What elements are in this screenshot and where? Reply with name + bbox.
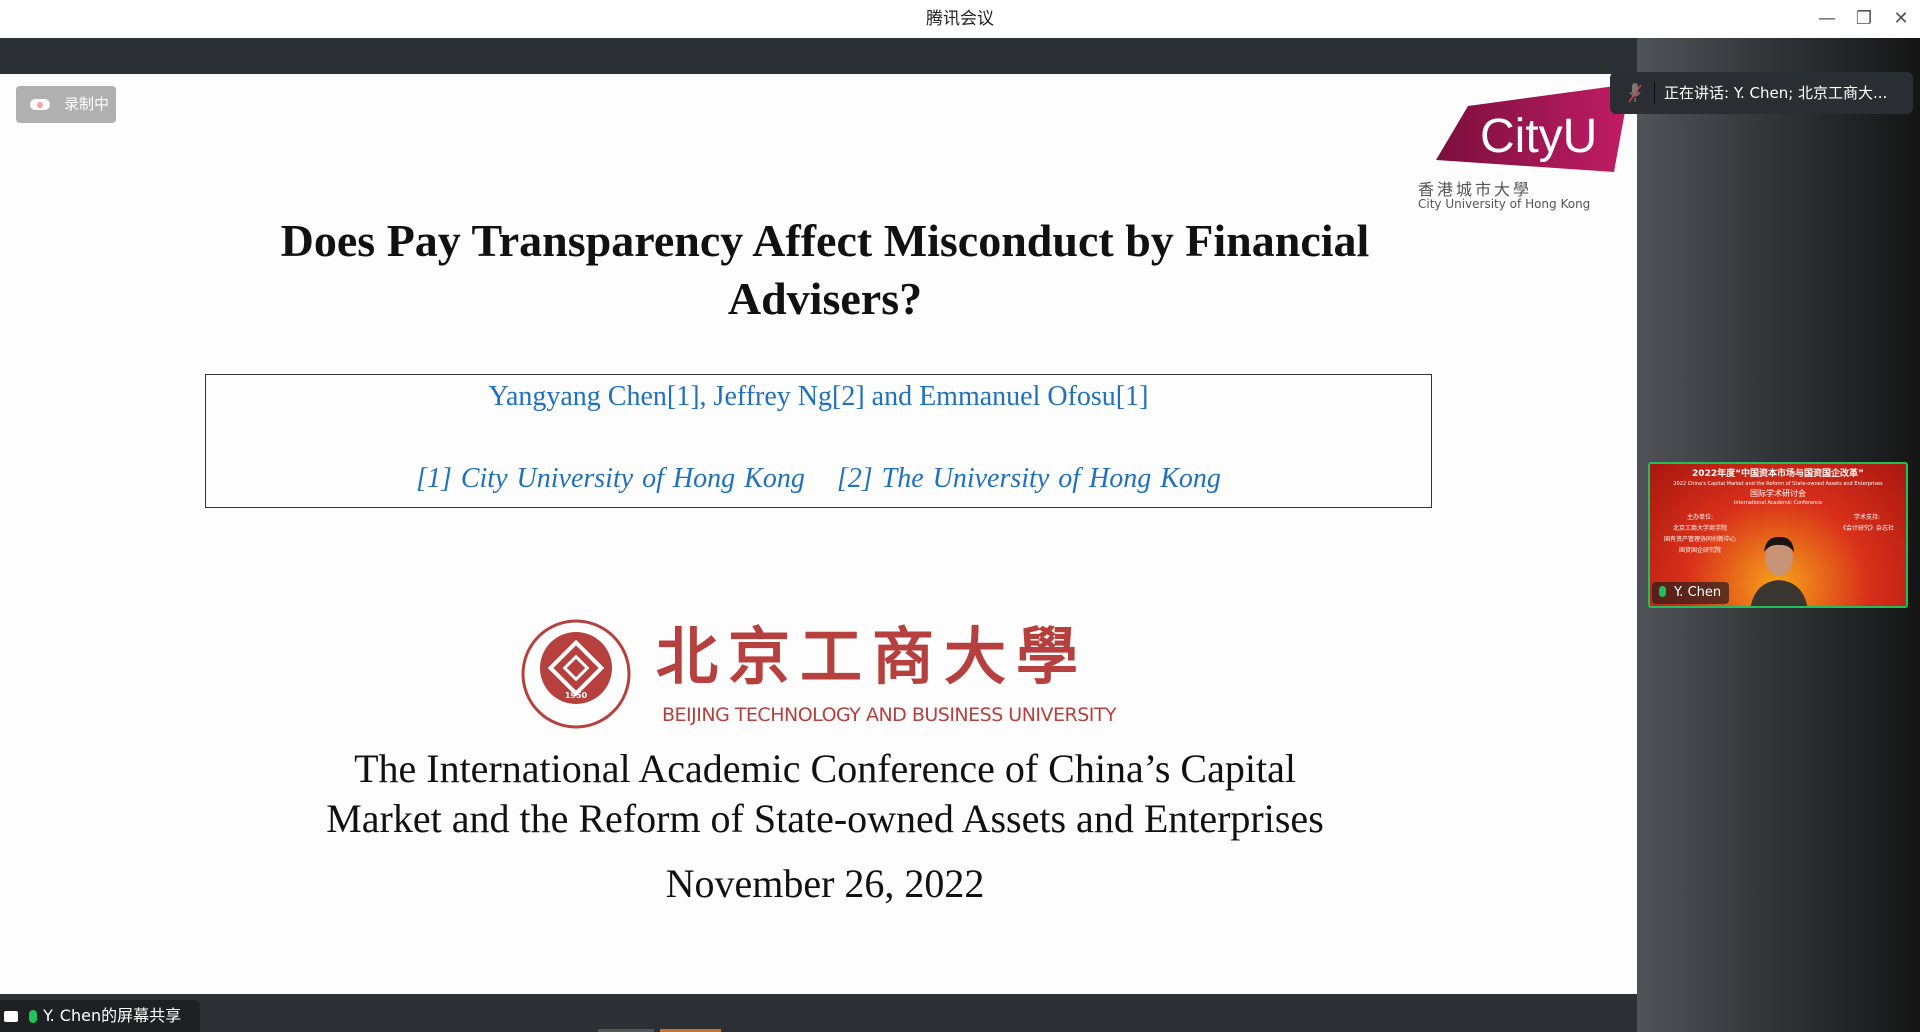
top-strip (0, 38, 1637, 74)
video-bg-text: 2022 China's Capital Market and the Refo… (1673, 481, 1883, 487)
author-box: Yangyang Chen[1], Jeffrey Ng[2] and Emma… (205, 374, 1432, 508)
conference-line: Market and the Reform of State-owned Ass… (326, 796, 1324, 841)
video-bg-support: 学术支持: 《会计研究》杂志社 (1840, 512, 1894, 534)
authors: Yangyang Chen[1], Jeffrey Ng[2] and Emma… (488, 381, 1149, 412)
video-bg-text: 学术支持: (1853, 514, 1880, 521)
video-bg-text: 北京工商大学商学院 (1673, 525, 1728, 532)
conference-line: The International Academic Conference of… (354, 746, 1296, 791)
shared-slide: 录制中 CityU 香港城市大學 City University of Hong… (0, 74, 1637, 994)
participant-video-tile[interactable]: 2022年度“中国资本市场与国资国企改革” 2022 China's Capit… (1648, 462, 1908, 608)
cloud-record-icon (30, 99, 50, 110)
affiliations: [1] City University of Hong Kong [2] The … (206, 463, 1431, 495)
divider (1654, 82, 1655, 104)
mic-muted-icon (1628, 83, 1642, 103)
btbu-seal: 1950 (521, 619, 631, 729)
mic-icon (29, 1010, 38, 1023)
affiliation: [1] City University of Hong Kong (416, 463, 805, 494)
affiliation: [2] The University of Hong Kong (836, 463, 1221, 494)
btbu-name-cn: 北京工商大學 (656, 620, 1089, 693)
video-bg-text: 主办单位: (1686, 514, 1714, 521)
page-indicator-active (660, 1029, 721, 1032)
seal-year: 1950 (565, 691, 588, 700)
recording-label: 录制中 (64, 95, 110, 113)
video-bg-text: 2022年度“中国资本市场与国资国企改革” (1692, 469, 1864, 479)
video-bg-text: 国有资产管理协同创新中心 (1664, 536, 1737, 543)
video-bg-text: International Academic Conference (1733, 500, 1823, 506)
minimize-button[interactable]: — (1818, 8, 1836, 29)
screen-share-icon (4, 1011, 18, 1022)
cityu-logo-mark: CityU (1436, 84, 1630, 172)
screen-share-tag[interactable]: Y. Chen的屏幕共享 (0, 1000, 200, 1032)
window-title: 腾讯会议 (926, 9, 994, 29)
speaking-indicator: 正在讲话: Y. Chen; 北京工商大... (1610, 72, 1913, 114)
slide-title-line: Does Pay Transparency Affect Misconduct … (280, 215, 1370, 266)
btbu-logo: 1950 北京工商大學 BEIJING TECHNOLOGY AND BUSIN… (520, 618, 1120, 730)
close-button[interactable]: ✕ (1893, 8, 1909, 29)
cityu-wordmark: CityU (1480, 110, 1597, 163)
page-indicator (598, 1029, 654, 1032)
video-bg-text: 《会计研究》杂志社 (1839, 525, 1894, 532)
cityu-logo: CityU 香港城市大學 City University of Hong Kon… (1418, 80, 1634, 211)
screen-share-label: Y. Chen的屏幕共享 (43, 1006, 182, 1025)
speaking-label: 正在讲话: Y. Chen; 北京工商大... (1664, 84, 1888, 102)
bottom-bar (0, 994, 1637, 1032)
restore-button[interactable]: ❐ (1855, 8, 1873, 29)
btbu-name-en: BEIJING TECHNOLOGY AND BUSINESS UNIVERSI… (662, 704, 1117, 726)
participant-name: Y. Chen (1652, 582, 1730, 604)
participant-image (1750, 536, 1808, 606)
video-bg-text: 国际学术研讨会 (1750, 489, 1806, 498)
slide-title: Does Pay Transparency Affect Misconduct … (150, 212, 1500, 328)
recording-badge[interactable]: 录制中 (16, 86, 116, 123)
cityu-name-en: City University of Hong Kong (1418, 197, 1591, 211)
conference-name: The International Academic Conference of… (100, 744, 1550, 844)
video-bg-organizers: 主办单位: 北京工商大学商学院 国有资产管理协同创新中心 国资国企研究院 (1664, 512, 1736, 556)
window-title-bar: 腾讯会议 — ❐ ✕ (0, 0, 1920, 38)
slide-title-line: Advisers? (727, 273, 923, 324)
cityu-name-cn: 香港城市大學 (1418, 180, 1533, 199)
video-bg-text: 国资国企研究院 (1679, 547, 1722, 554)
conference-date: November 26, 2022 (665, 861, 985, 906)
